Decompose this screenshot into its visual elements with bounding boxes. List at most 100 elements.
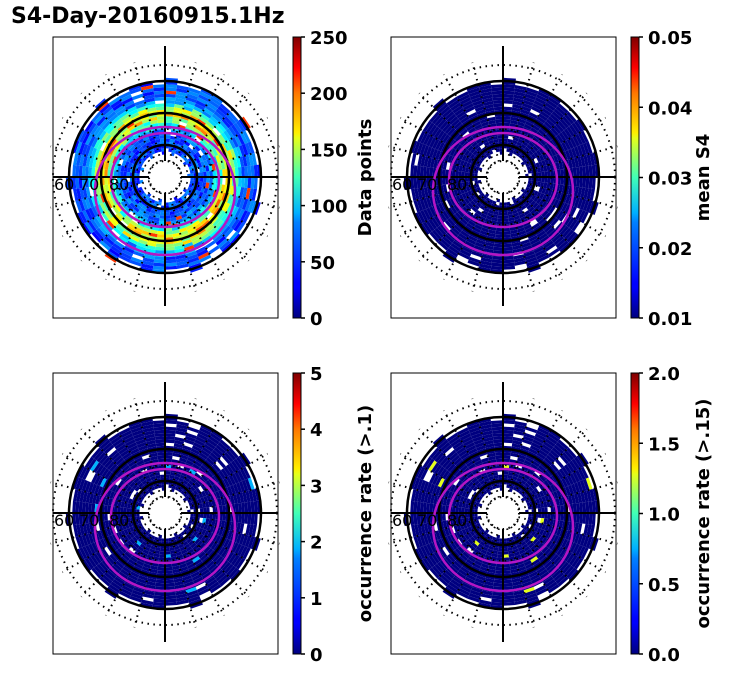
data-bin (185, 474, 193, 480)
data-bin (588, 177, 593, 189)
data-bin (475, 546, 483, 552)
data-bin (180, 471, 188, 477)
colorbar-tick-label: 2 (310, 533, 323, 554)
data-bin (435, 203, 443, 214)
data-bin (517, 210, 524, 216)
data-bin (461, 518, 466, 524)
data-bin (520, 239, 530, 246)
data-bin (157, 455, 165, 460)
data-bin (99, 538, 107, 549)
data-bin (410, 177, 415, 190)
data-bin (191, 445, 202, 453)
data-bin (230, 569, 242, 581)
data-bin (206, 177, 210, 183)
data-bin (434, 530, 441, 540)
dotted-meridian (399, 184, 490, 238)
data-bin (155, 138, 161, 143)
data-bin (452, 214, 461, 223)
data-bin (137, 527, 143, 533)
data-bin (574, 557, 584, 570)
data-bin (481, 202, 487, 208)
data-bin (507, 474, 513, 479)
data-bin (250, 165, 255, 177)
data-bin (175, 590, 187, 596)
data-bin (531, 124, 541, 132)
data-bin (436, 561, 447, 572)
data-bin (141, 230, 151, 236)
data-bin (145, 245, 156, 250)
data-bin (482, 433, 493, 439)
data-bins (403, 77, 599, 273)
data-bin (465, 558, 475, 566)
data-bin (96, 227, 107, 239)
data-bin (234, 135, 242, 147)
data-bin (413, 477, 421, 490)
data-bin (495, 227, 503, 232)
data-bin (574, 522, 580, 533)
dotted-meridian (172, 190, 226, 281)
dotted-meridian (178, 184, 269, 238)
data-bin (209, 513, 213, 520)
data-bin (106, 233, 117, 244)
data-bin (122, 452, 132, 460)
data-bin (235, 196, 243, 208)
data-bin (467, 556, 476, 563)
data-bin (503, 265, 516, 270)
data-bin (437, 202, 445, 213)
data-bin (446, 449, 457, 459)
data-bin (104, 161, 110, 170)
lat-label: 80 (109, 511, 129, 530)
data-bin (503, 259, 515, 264)
data-bin (459, 249, 472, 257)
dotted-meridian (178, 520, 269, 574)
data-bin (544, 524, 550, 532)
data-bin (165, 557, 172, 561)
data-bin (144, 97, 155, 103)
data-bin (228, 138, 236, 149)
data-bin (461, 100, 473, 108)
data-bin (591, 164, 596, 177)
dotted-meridian (104, 73, 158, 164)
data-bin (165, 246, 175, 251)
data-bin (583, 490, 589, 503)
data-bin (180, 154, 186, 159)
data-bin (183, 465, 191, 472)
data-bin (497, 474, 503, 479)
data-bin (503, 106, 513, 111)
data-bin (85, 177, 89, 188)
data-bin (434, 563, 445, 575)
dotted-meridian (172, 73, 226, 164)
data-bin (550, 197, 557, 206)
data-bin (447, 138, 455, 147)
data-bin (455, 500, 460, 508)
data-bin (79, 211, 88, 224)
data-bin (174, 199, 180, 204)
data-bin (419, 198, 427, 211)
data-bin (78, 142, 86, 155)
data-bin (139, 154, 145, 160)
data-bin (152, 265, 165, 270)
data-bin (185, 210, 193, 216)
data-bin (455, 195, 462, 203)
data-bin (439, 132, 448, 142)
data-bin (449, 148, 456, 157)
data-bin (123, 154, 129, 162)
data-bin (522, 149, 528, 155)
data-bin (557, 120, 567, 131)
data-bin (129, 447, 140, 455)
data-bin (565, 530, 572, 540)
data-bin (199, 91, 212, 100)
data-bin (183, 105, 194, 112)
data-bin (140, 149, 146, 155)
data-bin (176, 263, 190, 270)
data-bin (129, 111, 140, 119)
data-bin (475, 474, 483, 480)
data-bin (154, 256, 165, 261)
data-bin (122, 464, 130, 473)
data-bin (242, 155, 248, 167)
data-bin (237, 133, 245, 146)
data-bin (455, 164, 460, 172)
data-bin (558, 468, 567, 478)
data-bin (146, 528, 152, 534)
